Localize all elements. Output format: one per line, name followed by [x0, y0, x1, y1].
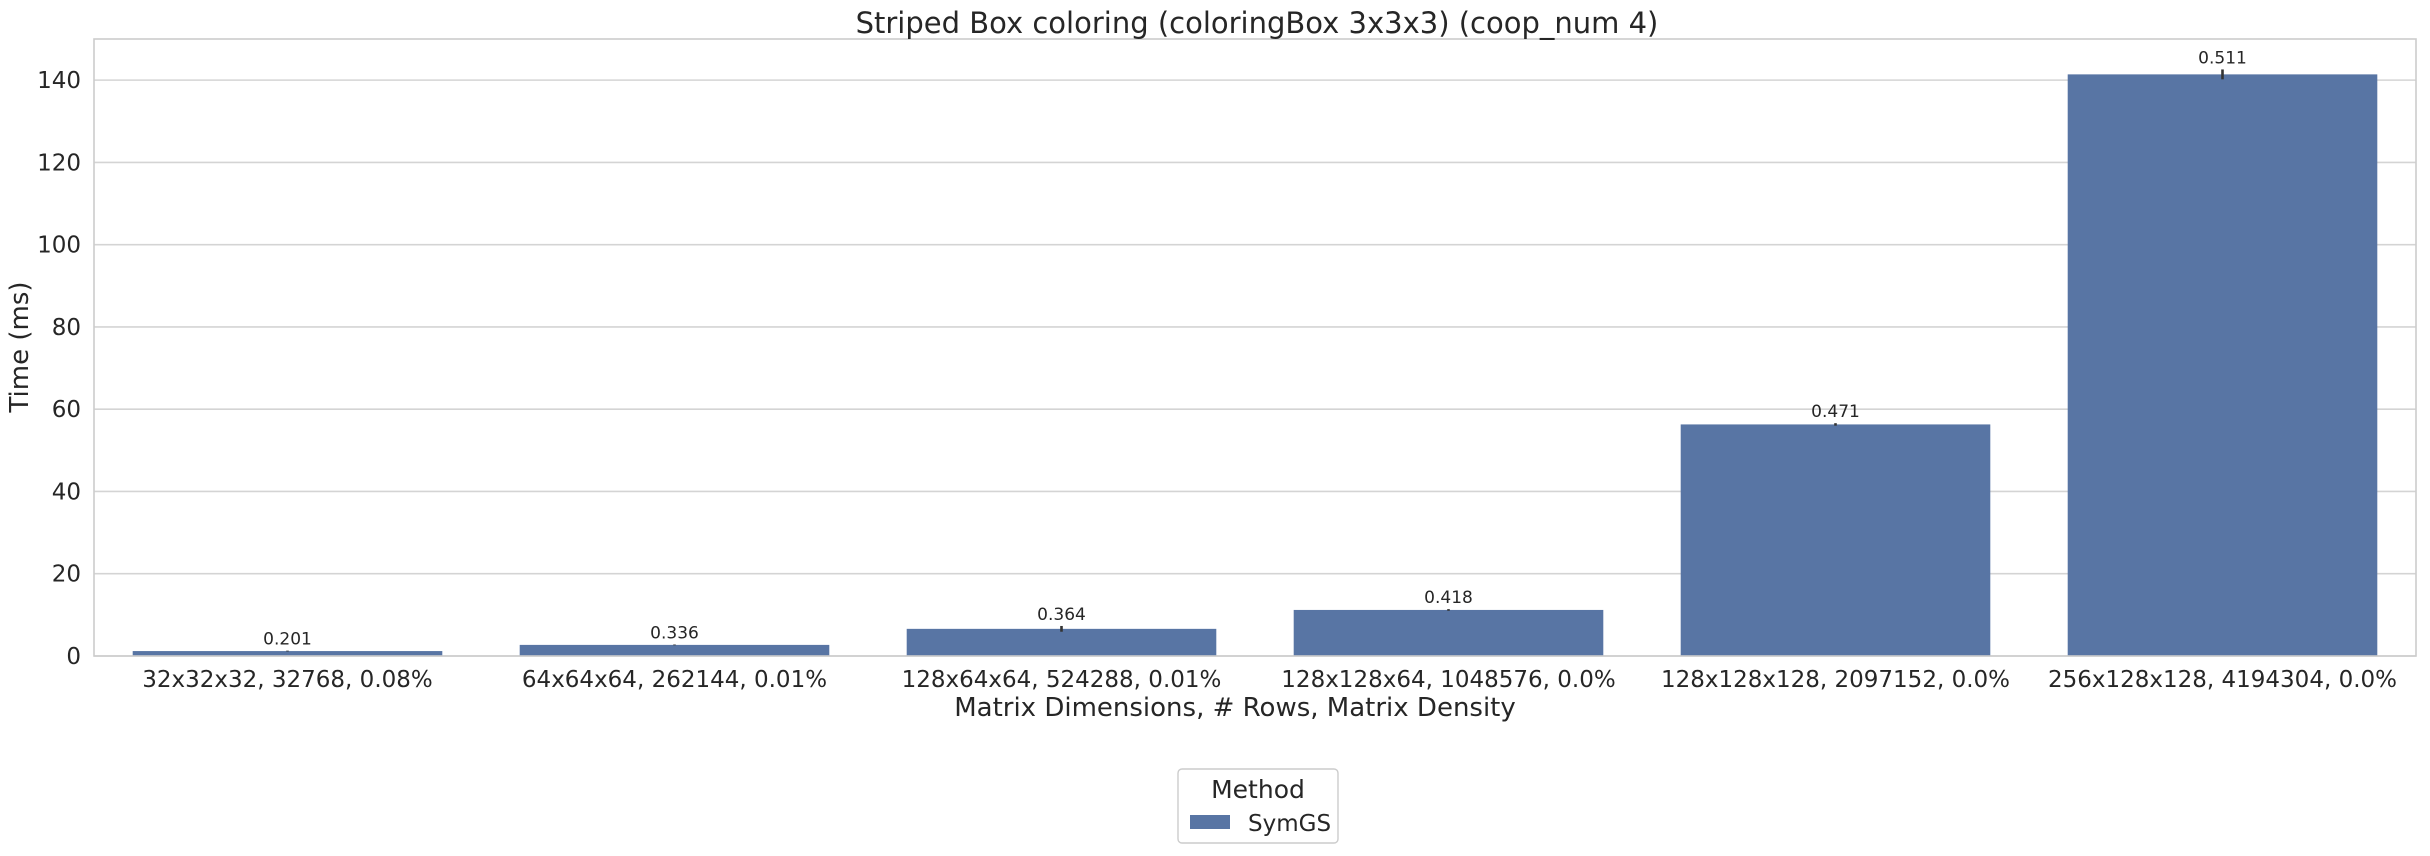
bar-data-label: 0.336 [650, 623, 699, 643]
bar [519, 644, 830, 656]
y-tick-label: 0 [66, 644, 81, 670]
y-tick-label: 140 [37, 68, 81, 94]
bar [906, 628, 1217, 656]
x-tick-label: 128x64x64, 524288, 0.01% [902, 667, 1222, 693]
x-axis-label: Matrix Dimensions, # Rows, Matrix Densit… [954, 693, 1516, 723]
bar-data-label: 0.201 [263, 630, 312, 650]
y-tick-label: 100 [37, 233, 81, 259]
y-tick-label: 80 [52, 315, 81, 341]
y-axis-label: Time (ms) [5, 281, 35, 413]
bar [2067, 74, 2378, 657]
legend-entry: SymGS [1248, 811, 1331, 837]
chart-title: Striped Box coloring (coloringBox 3x3x3)… [856, 6, 1659, 40]
bar-data-label: 0.418 [1424, 588, 1473, 608]
x-tick-label: 32x32x32, 32768, 0.08% [142, 667, 433, 693]
x-tick-label: 128x128x128, 2097152, 0.0% [1661, 667, 2010, 693]
x-tick-label: 64x64x64, 262144, 0.01% [522, 667, 827, 693]
x-tick-label: 256x128x128, 4194304, 0.0% [2048, 667, 2397, 693]
legend-title: Method [1211, 775, 1305, 804]
plot-area-frame [93, 38, 2417, 657]
bar [1680, 424, 1991, 656]
bar-data-label: 0.511 [2198, 48, 2247, 68]
bar [132, 651, 443, 656]
y-tick-label: 40 [52, 479, 81, 505]
legend-swatch [1190, 815, 1230, 829]
bar-data-label: 0.471 [1811, 402, 1860, 422]
bar-data-label: 0.364 [1037, 605, 1086, 625]
y-tick-label: 120 [37, 150, 81, 176]
x-tick-label: 128x128x64, 1048576, 0.0% [1281, 667, 1615, 693]
legend: Method SymGS [1177, 768, 1339, 844]
bar [1293, 609, 1604, 656]
y-tick-label: 60 [52, 397, 81, 423]
y-tick-label: 20 [52, 562, 81, 588]
